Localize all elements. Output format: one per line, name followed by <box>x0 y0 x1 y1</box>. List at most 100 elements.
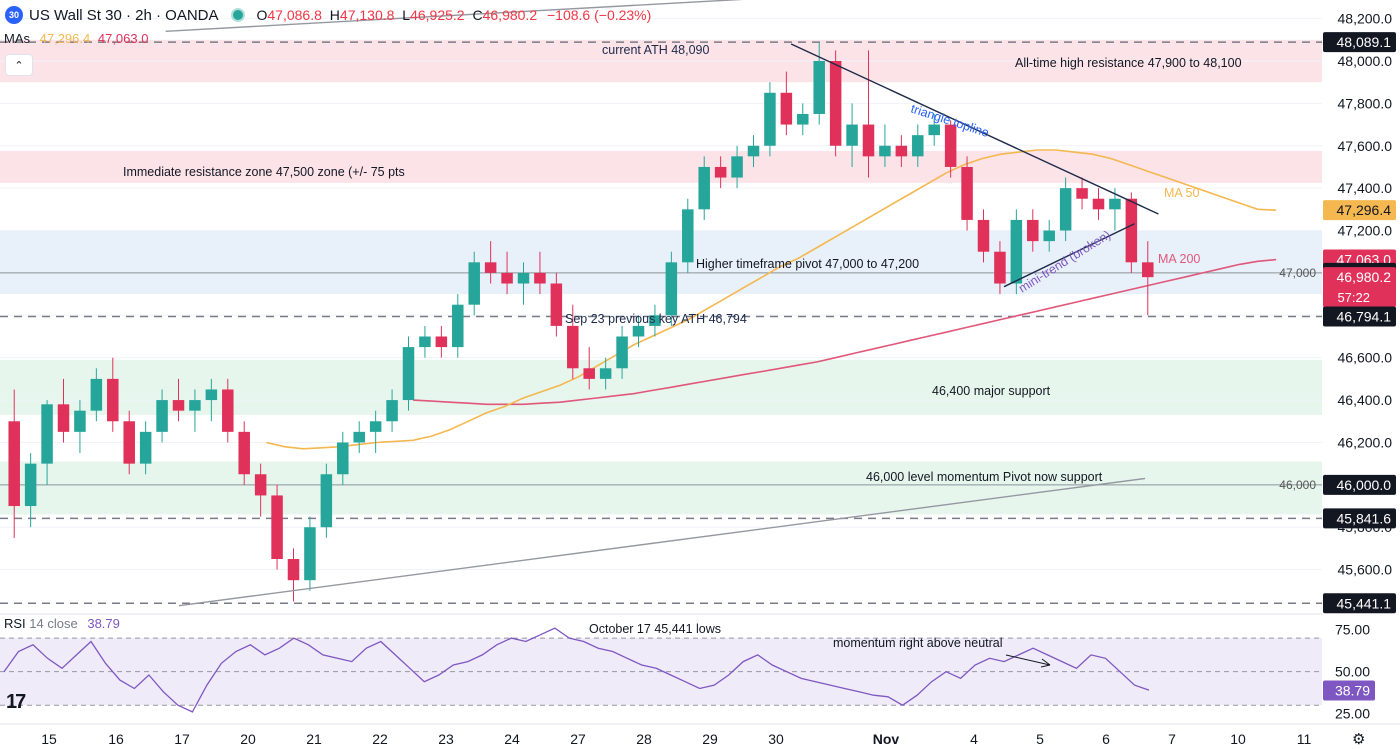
candle-body <box>1059 188 1072 231</box>
ath-level-label: current ATH 48,090 <box>602 43 710 57</box>
candle-body <box>682 209 694 263</box>
candle-body <box>583 368 595 379</box>
rsi-annotation: momentum right above neutral <box>833 636 1003 650</box>
candle-body <box>320 474 333 528</box>
candle-body <box>205 389 218 401</box>
price-label-box <box>1323 474 1396 495</box>
price-axis[interactable]: 48,200.0 48,000.0 47,800.0 47,600.0 47,400.0… <box>1322 0 1400 749</box>
ma200-legend-value: 47,063.0 <box>97 31 149 46</box>
low-value: 46,925.2 <box>410 7 465 23</box>
candle-body <box>402 347 415 401</box>
price-label: 46,000.0 <box>1337 477 1392 493</box>
time-tick: 11 <box>1297 731 1312 747</box>
candle-body <box>1092 198 1105 210</box>
chevron-up-icon[interactable]: ⌃ <box>5 54 33 76</box>
time-tick: 6 <box>1102 731 1110 747</box>
candle-body <box>714 166 727 178</box>
candle-body <box>1109 198 1121 210</box>
momentum-zone-label: 46,000 level momentum Pivot now support <box>866 470 1103 484</box>
price-tick: 47,800.0 <box>1338 95 1393 111</box>
candle-body <box>1076 188 1088 199</box>
rsi-line <box>3 627 1150 713</box>
candle-body <box>484 262 497 273</box>
rsi-label-box <box>1323 680 1375 701</box>
price-label: 46,980.2 <box>1337 269 1392 285</box>
time-tick: 24 <box>504 731 520 747</box>
price-tick: 48,000.0 <box>1338 53 1393 69</box>
arrow-head-icon <box>1040 658 1051 668</box>
moving-averages-layer <box>266 149 1277 450</box>
candle-body <box>337 442 349 475</box>
candle-body <box>156 400 168 432</box>
rsi-label: 38.79 <box>1335 682 1370 698</box>
change-value: −108.6 (−0.23%) <box>547 7 652 23</box>
price-label-box <box>1323 508 1396 529</box>
candle-body <box>780 92 793 125</box>
mas-legend[interactable]: MAs 47,296.4 47,063.0 <box>4 31 149 46</box>
candle-body <box>567 325 579 369</box>
price-label-box <box>1323 593 1396 614</box>
time-tick: 20 <box>240 731 256 747</box>
candle-body <box>1027 219 1039 242</box>
candle-body <box>550 283 563 326</box>
candle-body <box>961 166 973 220</box>
time-tick: Nov <box>873 731 900 747</box>
candle-body <box>1142 262 1154 278</box>
candle-body <box>41 404 53 464</box>
price-label: 47,296.4 <box>1337 202 1392 218</box>
candle-body <box>57 404 70 432</box>
candle-body <box>287 559 300 581</box>
candle-body <box>1010 219 1023 284</box>
time-tick: 4 <box>970 731 978 747</box>
candle-body <box>74 410 86 432</box>
resistance-zone-label: Immediate resistance zone 47,500 zone (+… <box>123 165 405 179</box>
symbol-title[interactable]: US Wall St 30 · 2h · OANDA <box>29 6 219 24</box>
candle-body <box>1125 198 1138 263</box>
candle-body <box>616 336 628 369</box>
open-value: 47,086.8 <box>267 7 322 23</box>
price-tick: 47,200.0 <box>1338 223 1393 239</box>
time-tick: 5 <box>1036 731 1044 747</box>
time-tick: 10 <box>1230 731 1246 747</box>
price-tick: 46,600.0 <box>1338 350 1393 366</box>
candle-body <box>698 166 710 210</box>
price-tick: 46,200.0 <box>1338 434 1393 450</box>
axis-bg <box>1322 0 1400 749</box>
candle-body <box>846 124 858 146</box>
candles-layer <box>8 41 1154 602</box>
pivot-zone <box>0 230 1322 295</box>
trendlines-layer <box>165 0 1159 607</box>
rsi-legend[interactable]: RSI 14 close 38.79 <box>4 616 120 631</box>
candle-body <box>994 251 1006 284</box>
rsi-tick: 50.00 <box>1335 664 1370 680</box>
ma200-label: MA 200 <box>1158 252 1200 266</box>
price-label: 45,441.1 <box>1337 595 1392 611</box>
time-tick: 22 <box>372 731 388 747</box>
price-tick: 46,400.0 <box>1338 392 1393 408</box>
ath-zone-label: All-time high resistance 47,900 to 48,10… <box>1015 56 1242 70</box>
price-label-box <box>1323 200 1396 221</box>
gear-icon[interactable]: ⚙ <box>1352 731 1366 748</box>
levels-layer: 47,000 46,000 <box>0 41 1322 605</box>
time-tick: 23 <box>438 731 454 747</box>
price-tick: 47,400.0 <box>1338 180 1393 196</box>
time-tick: 29 <box>702 731 718 747</box>
price-label-box <box>1323 306 1396 327</box>
support-zone-label: 46,400 major support <box>932 384 1051 398</box>
candle-body <box>534 272 546 284</box>
candle-body <box>649 315 661 326</box>
candle-body <box>468 262 480 305</box>
rsi-tick: 25.00 <box>1335 706 1370 722</box>
ma200-line <box>413 258 1277 406</box>
candle-body <box>501 272 513 284</box>
time-axis[interactable]: 15 16 17 20 21 22 23 24 27 28 29 30 Nov 4 5 6 7 10 11 <box>0 723 1400 747</box>
ma50-label: MA 50 <box>1164 186 1199 200</box>
time-tick: 17 <box>174 731 190 747</box>
candle-body <box>879 145 891 157</box>
candle-body <box>107 378 119 422</box>
candle-body <box>928 124 940 136</box>
rsi-tick: 75.00 <box>1335 622 1370 638</box>
candle-body <box>912 135 924 157</box>
tradingview-logo[interactable]: 17 <box>6 691 26 713</box>
